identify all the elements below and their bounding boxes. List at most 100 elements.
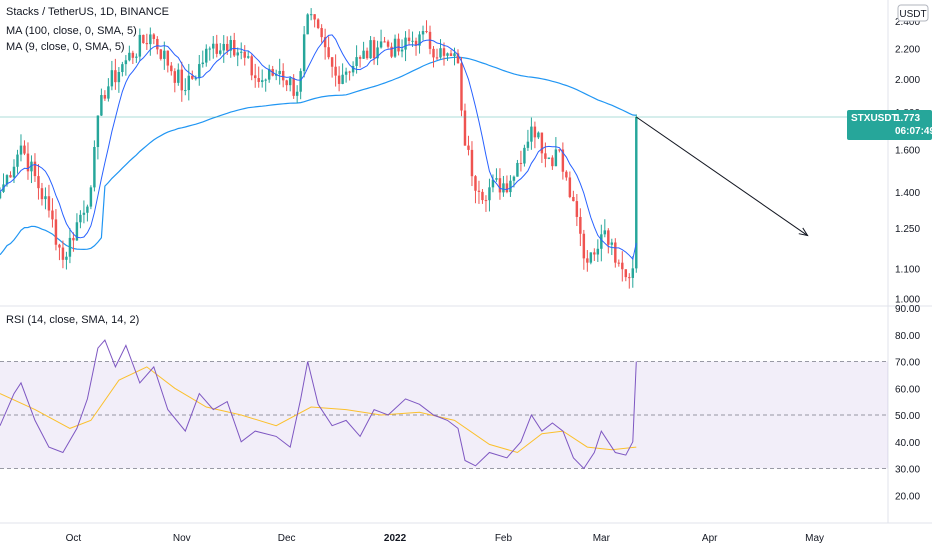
candle-body <box>9 175 12 178</box>
candle-body <box>495 178 498 180</box>
candle-body <box>502 183 505 193</box>
price-tick-label: 2.400 <box>895 17 920 28</box>
candle-body <box>75 222 79 241</box>
candle-body <box>30 161 33 172</box>
candle-body <box>110 70 114 87</box>
candle-body <box>302 34 306 72</box>
candle-body <box>47 196 51 211</box>
candle-body <box>226 43 229 51</box>
candle-body <box>250 56 253 76</box>
currency-box <box>897 4 929 22</box>
candle-body <box>117 72 121 83</box>
rsi-tick-label: 70.00 <box>895 358 920 369</box>
price-tick-label: 1.250 <box>895 224 920 235</box>
candle-body <box>327 47 330 58</box>
candle-body <box>79 214 82 223</box>
candle-body <box>351 65 355 73</box>
rsi-line <box>0 339 637 470</box>
candle-body <box>390 46 393 57</box>
candle-body <box>358 57 362 59</box>
time-tick-label: Apr <box>702 533 718 544</box>
candle-body <box>107 86 110 99</box>
candle-body <box>540 132 544 154</box>
candle-body <box>124 60 128 65</box>
candle-body <box>474 176 477 191</box>
candle-body <box>512 176 516 181</box>
time-tick-label: May <box>805 533 824 544</box>
candle-body <box>421 31 425 35</box>
overlay <box>0 116 888 237</box>
time-tick-label: Dec <box>278 533 296 544</box>
candle-body <box>477 190 481 192</box>
candle-body <box>145 43 149 45</box>
time-tick-label: Mar <box>593 533 611 544</box>
candle-body <box>624 269 628 278</box>
candle-body <box>68 237 72 257</box>
candle-body <box>631 268 635 278</box>
candle-body <box>603 230 607 235</box>
candle-body <box>215 43 218 54</box>
candle-body <box>93 147 96 188</box>
candle-body <box>568 177 572 197</box>
candle-body <box>114 70 117 83</box>
candles <box>0 8 638 289</box>
candle-body <box>481 191 484 201</box>
candle-body <box>44 196 47 200</box>
candle-body <box>65 256 68 260</box>
time-tick-label: Feb <box>495 533 513 544</box>
candle-body <box>400 49 404 52</box>
candle-body <box>54 219 58 245</box>
candle-body <box>19 145 23 155</box>
time-tick-label: 2022 <box>384 533 407 544</box>
candle-body <box>288 78 292 86</box>
candle-body <box>572 196 575 202</box>
candle-body <box>456 53 460 64</box>
candle-body <box>173 71 177 83</box>
candle-body <box>369 40 372 59</box>
candle-body <box>635 116 638 269</box>
candle-body <box>264 79 267 81</box>
candle-body <box>285 80 288 86</box>
candle-body <box>565 171 568 178</box>
candle-body <box>621 262 624 270</box>
projection-arrow <box>635 116 808 236</box>
candle-body <box>498 178 502 193</box>
candle-body <box>414 40 418 46</box>
candle-body <box>355 57 358 66</box>
candle-body <box>379 41 383 48</box>
candle-body <box>397 38 400 52</box>
candle-body <box>96 115 100 148</box>
candle-body <box>442 48 446 56</box>
candle-body <box>463 110 467 146</box>
price-badge <box>847 109 932 140</box>
candle-body <box>404 37 407 50</box>
candle-body <box>100 95 103 116</box>
price-tick-label: 2.000 <box>895 75 920 86</box>
candle-body <box>26 153 30 172</box>
candle-body <box>365 50 369 59</box>
rsi-tick-label: 40.00 <box>895 438 920 449</box>
candle-body <box>491 179 495 188</box>
price-tick-label: 1.400 <box>895 188 920 199</box>
candle-body <box>439 48 442 58</box>
candle-body <box>551 157 554 167</box>
candle-body <box>376 47 379 59</box>
candle-body <box>386 41 390 47</box>
candle-body <box>121 64 124 73</box>
candle-body <box>292 78 295 96</box>
candle-body <box>316 19 320 29</box>
candle-body <box>278 70 281 75</box>
ma9-path <box>0 34 637 261</box>
candle-body <box>586 258 589 263</box>
candle-body <box>295 91 299 96</box>
candle-body <box>554 149 558 167</box>
candle-body <box>159 49 163 59</box>
candle-body <box>166 50 170 66</box>
candle-body <box>341 74 344 84</box>
candle-body <box>201 62 204 65</box>
badge-symbol: STXUSDT <box>851 113 898 124</box>
candle-body <box>561 149 565 172</box>
candle-body <box>40 188 44 200</box>
candle-body <box>198 64 201 79</box>
candle-body <box>526 141 530 148</box>
